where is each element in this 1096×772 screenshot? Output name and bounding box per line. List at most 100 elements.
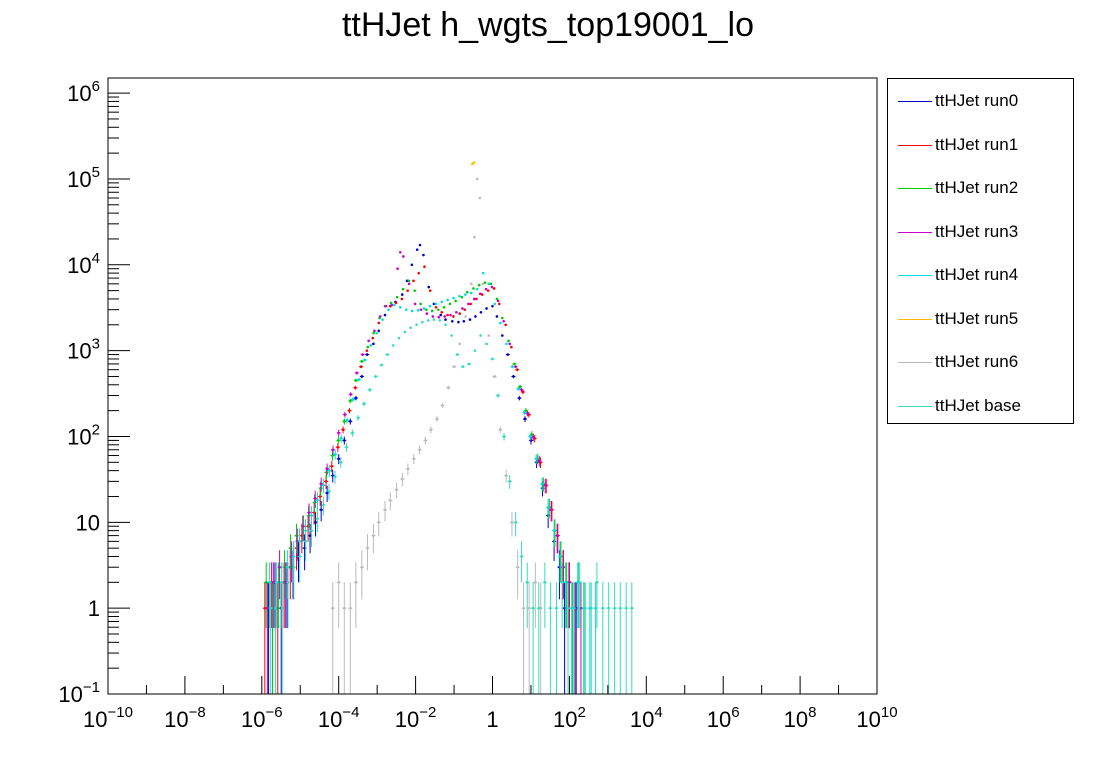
legend-item: ttHJet run0	[888, 87, 1073, 117]
data-point	[344, 443, 349, 452]
data-point	[513, 512, 518, 537]
data-point	[365, 353, 370, 356]
data-point	[450, 319, 454, 323]
data-point	[315, 492, 320, 511]
chart-title: ttHJet h_wgts_top19001_lo	[341, 6, 755, 44]
data-point	[501, 334, 504, 337]
data-point	[489, 282, 493, 286]
data-point	[525, 562, 530, 629]
data-point	[394, 482, 399, 499]
data-point	[373, 374, 378, 379]
x-tick-label: 10−8	[164, 704, 206, 732]
data-point	[452, 365, 457, 369]
data-point	[329, 461, 334, 473]
data-point	[345, 417, 350, 424]
legend-item: ttHJet run3	[888, 218, 1073, 248]
data-point	[496, 299, 500, 303]
data-point	[606, 582, 611, 694]
data-point	[472, 287, 475, 290]
data-point	[339, 434, 344, 443]
data-point	[511, 374, 516, 379]
data-point	[421, 320, 424, 324]
x-tick-label: 1010	[856, 704, 897, 732]
data-point	[594, 562, 599, 629]
data-point	[493, 302, 497, 306]
data-point	[385, 353, 390, 356]
data-point	[507, 339, 510, 343]
data-point	[415, 323, 418, 327]
data-point	[377, 329, 381, 333]
series-tthjet-run3	[265, 250, 583, 694]
data-point	[400, 293, 404, 296]
legend-item: ttHJet base	[888, 392, 1073, 422]
data-point	[517, 395, 522, 401]
data-point	[434, 305, 438, 309]
data-point	[566, 582, 571, 694]
data-point	[502, 432, 507, 441]
data-point	[505, 353, 510, 356]
data-point	[395, 295, 399, 299]
data-point	[624, 582, 629, 694]
data-point	[378, 315, 382, 318]
data-point	[367, 339, 370, 343]
data-point	[419, 308, 423, 311]
data-point	[327, 484, 332, 500]
data-point	[422, 253, 425, 257]
y-tick-label: 10−1	[58, 679, 100, 707]
data-point	[510, 345, 513, 349]
data-point	[464, 293, 467, 296]
data-point	[504, 323, 507, 327]
data-point	[375, 331, 378, 335]
data-point	[387, 308, 390, 311]
data-point	[417, 271, 420, 275]
data-point	[525, 410, 530, 417]
data-point	[569, 582, 574, 694]
data-point	[536, 582, 541, 694]
data-point	[307, 503, 312, 525]
data-point	[381, 318, 384, 321]
data-point	[431, 315, 435, 318]
legend-item: ttHJet run2	[888, 174, 1073, 204]
data-point	[502, 319, 505, 323]
data-point	[458, 294, 461, 298]
data-point	[442, 305, 446, 309]
data-point	[495, 315, 499, 318]
data-point	[543, 478, 548, 494]
data-point	[342, 418, 347, 425]
data-point	[467, 362, 472, 366]
data-point	[356, 377, 361, 382]
data-point	[455, 353, 460, 356]
data-point	[404, 308, 408, 311]
data-point	[347, 408, 352, 414]
data-point	[300, 515, 305, 542]
data-point	[478, 292, 482, 296]
legend-label: ttHJet run6	[935, 352, 1019, 371]
data-point	[412, 279, 415, 283]
data-point	[336, 429, 341, 437]
data-point	[393, 303, 396, 307]
data-point	[419, 302, 422, 306]
data-point	[338, 457, 343, 469]
data-point	[457, 320, 460, 324]
data-point	[410, 309, 414, 313]
data-point	[496, 393, 501, 398]
data-point	[388, 492, 393, 511]
data-point	[455, 310, 458, 314]
data-point	[403, 330, 407, 334]
data-point	[560, 562, 565, 629]
legend-label: ttHJet run4	[935, 265, 1019, 284]
data-point	[401, 287, 405, 291]
data-point	[462, 319, 466, 323]
data-point	[528, 432, 533, 441]
data-point	[367, 387, 372, 392]
data-point	[473, 349, 477, 352]
data-point	[527, 582, 532, 694]
data-point	[379, 363, 384, 367]
legend-swatch	[898, 362, 932, 363]
data-point	[571, 582, 576, 694]
data-point	[418, 243, 422, 247]
data-point	[273, 582, 278, 694]
legend-item: ttHJet run5	[888, 305, 1073, 335]
data-point	[330, 445, 335, 455]
data-point	[469, 291, 473, 295]
